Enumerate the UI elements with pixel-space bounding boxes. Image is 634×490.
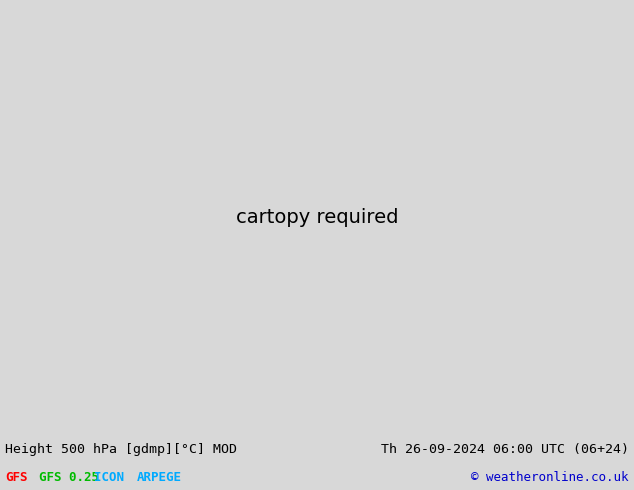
Text: cartopy required: cartopy required	[236, 207, 398, 226]
Text: GFS 0.25: GFS 0.25	[39, 471, 100, 484]
Text: ICON: ICON	[94, 471, 124, 484]
Text: ARPEGE: ARPEGE	[136, 471, 181, 484]
Text: GFS: GFS	[5, 471, 27, 484]
Text: Th 26-09-2024 06:00 UTC (06+24): Th 26-09-2024 06:00 UTC (06+24)	[381, 442, 629, 456]
Text: © weatheronline.co.uk: © weatheronline.co.uk	[472, 471, 629, 484]
Text: Height 500 hPa [gdmp][°C] MOD: Height 500 hPa [gdmp][°C] MOD	[5, 442, 237, 456]
